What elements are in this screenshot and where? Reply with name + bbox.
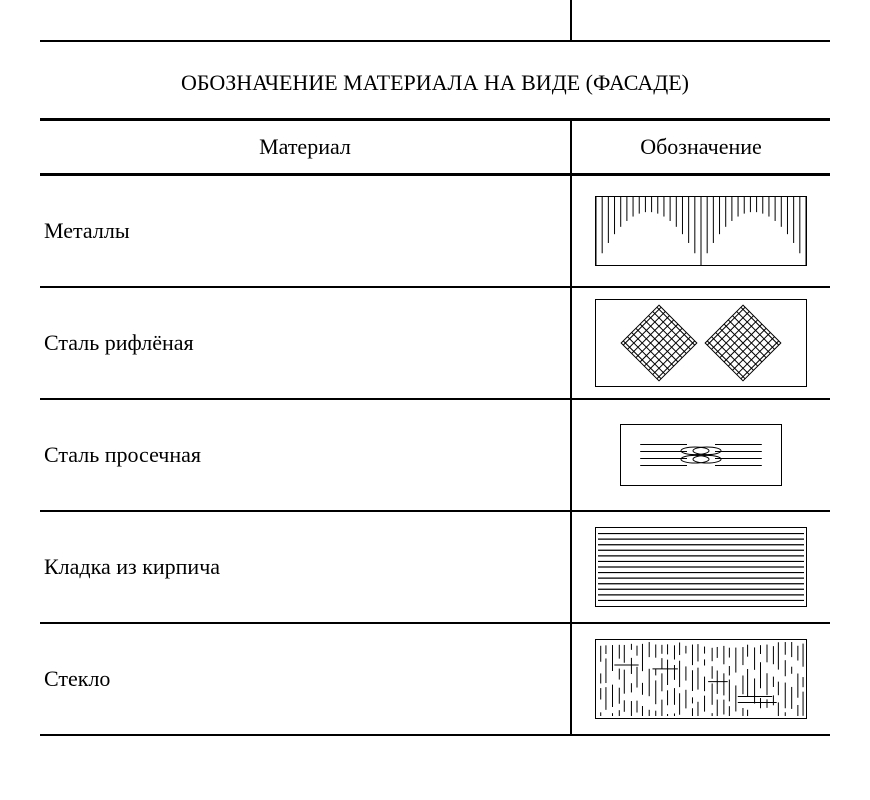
col-header-material: Материал [40, 120, 571, 175]
symbol-expanded-steel [620, 424, 782, 486]
table-row: Сталь рифлёная [40, 287, 830, 399]
symbol-cell [571, 175, 830, 288]
material-name: Кладка из кирпича [40, 511, 571, 623]
table-row: Кладка из кирпича [40, 511, 830, 623]
col-header-symbol: Обозначение [571, 120, 830, 175]
symbol-glass [595, 639, 807, 719]
symbol-riffled-steel [595, 299, 807, 387]
table-row: Сталь просечная [40, 399, 830, 511]
symbol-cell [571, 399, 830, 511]
symbol-cell [571, 511, 830, 623]
top-rule [40, 0, 830, 42]
symbol-metals [595, 196, 807, 266]
material-name: Стекло [40, 623, 571, 735]
symbol-cell [571, 623, 830, 735]
page-title: ОБОЗНАЧЕНИЕ МАТЕРИАЛА НА ВИДЕ (ФАСАДЕ) [40, 42, 830, 118]
materials-table: Материал Обозначение Металлы Сталь рифлё… [40, 118, 830, 736]
material-name: Металлы [40, 175, 571, 288]
table-header-row: Материал Обозначение [40, 120, 830, 175]
symbol-cell [571, 287, 830, 399]
symbol-brick [595, 527, 807, 607]
table-row: Металлы [40, 175, 830, 288]
material-name: Сталь рифлёная [40, 287, 571, 399]
material-name: Сталь просечная [40, 399, 571, 511]
table-row: Стекло [40, 623, 830, 735]
